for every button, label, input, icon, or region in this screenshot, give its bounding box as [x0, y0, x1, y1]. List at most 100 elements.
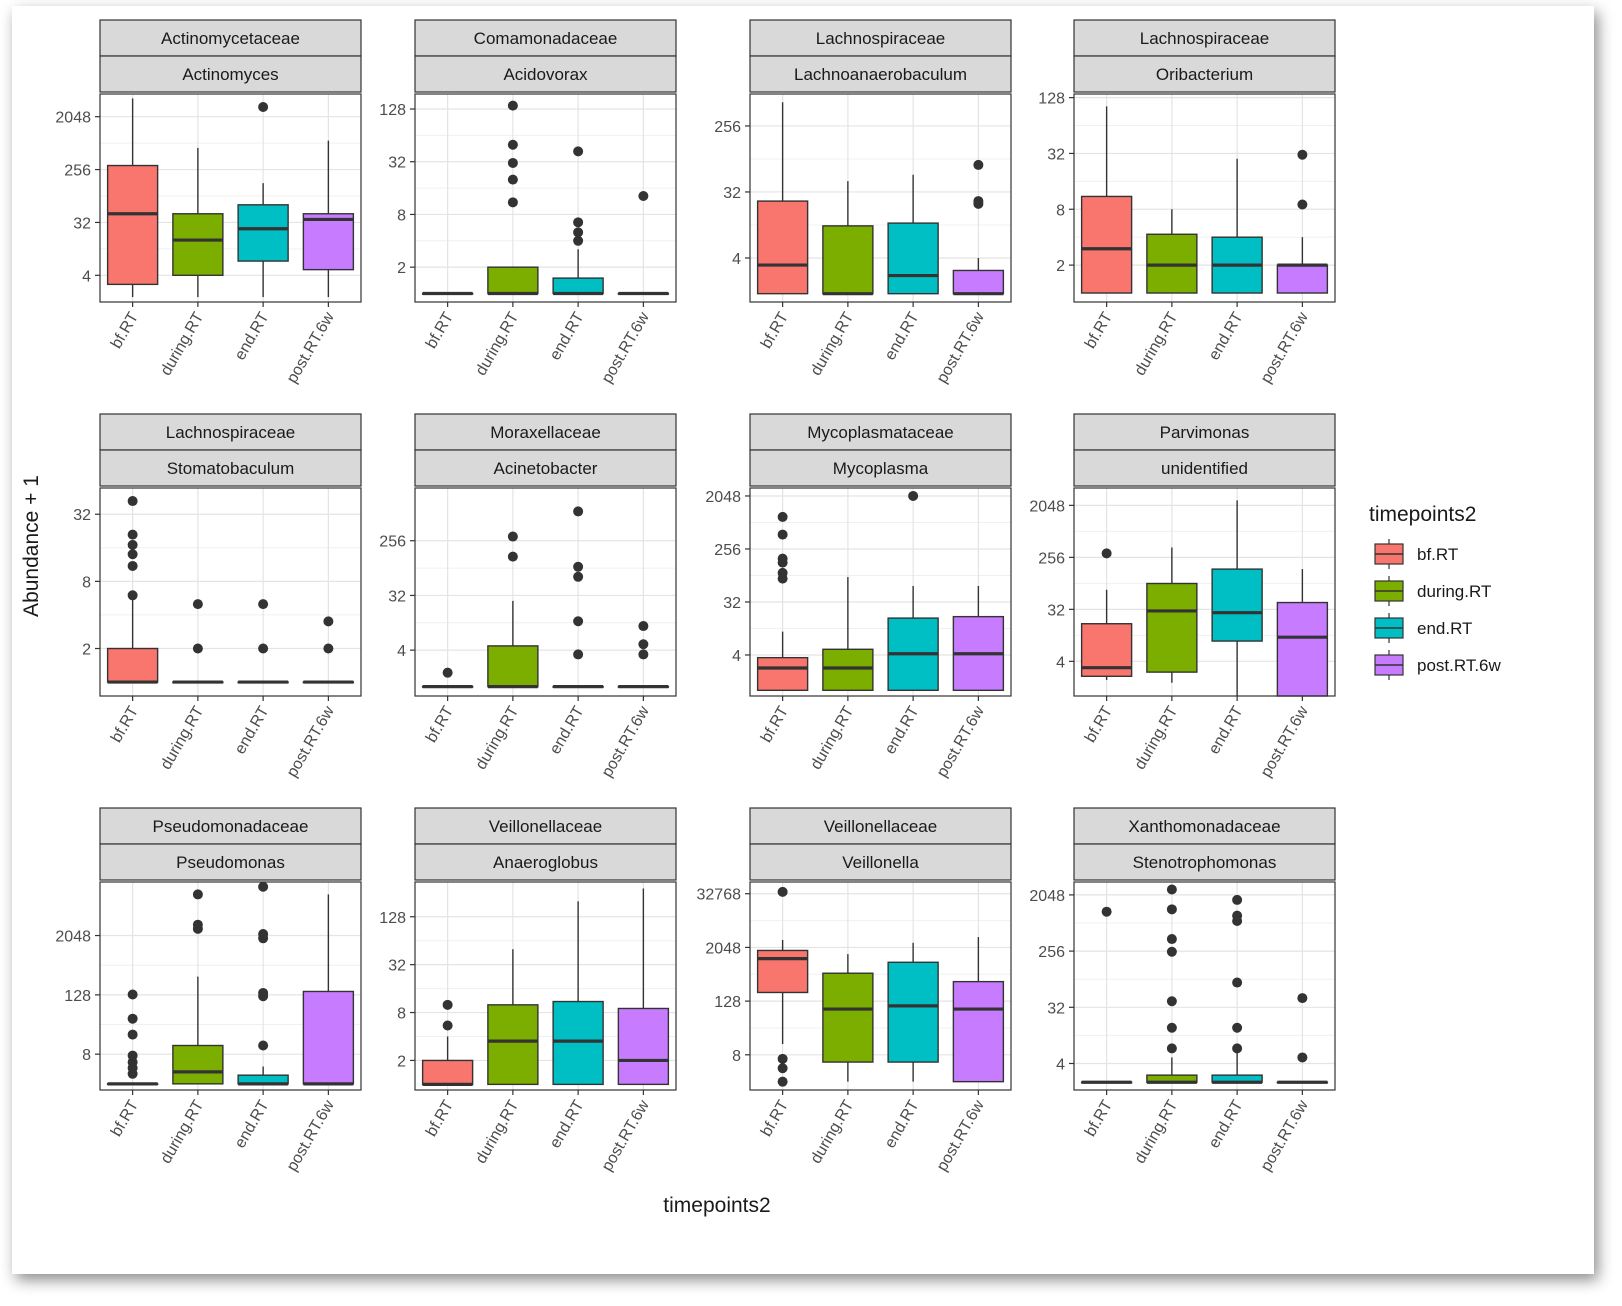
outlier-point — [258, 101, 269, 112]
facet-panel: Moraxellaceae Acinetobacter 4 32 256 bf.RT dur… — [379, 413, 677, 780]
y-axis-title: Abundance + 1 — [20, 475, 43, 617]
x-tick-label: end.RT — [547, 703, 588, 757]
strip-genus-label: Mycoplasma — [833, 459, 929, 478]
x-tick-label: bf.RT — [423, 309, 457, 351]
y-tick-label: 2 — [82, 642, 91, 659]
x-tick-label: during.RT — [158, 703, 208, 772]
y-tick-label: 2 — [397, 260, 406, 277]
outlier-point — [258, 643, 269, 654]
x-tick-label: end.RT — [547, 1097, 588, 1151]
outlier-point — [1297, 993, 1308, 1004]
strip-genus-label: Anaeroglobus — [493, 853, 598, 872]
strip-family-label: Lachnospiraceae — [1140, 29, 1269, 48]
strip-genus — [1073, 449, 1336, 487]
y-tick-label: 32 — [1047, 1000, 1065, 1017]
outlier-point — [777, 529, 788, 540]
x-tick-label: end.RT — [882, 309, 923, 363]
outlier-point — [442, 667, 453, 678]
box-end.RT — [887, 961, 939, 1063]
x-tick-label: bf.RT — [423, 1097, 457, 1139]
y-tick-label: 4 — [732, 251, 741, 268]
outlier-point — [507, 174, 518, 185]
x-tick-label: during.RT — [158, 1097, 208, 1166]
y-tick-label: 4 — [732, 648, 741, 665]
strip-genus — [414, 843, 677, 881]
y-tick-label: 32 — [723, 595, 741, 612]
outlier-point — [127, 1029, 138, 1040]
box-bf.RT — [756, 656, 809, 692]
strip-genus-label: Stenotrophomonas — [1133, 853, 1277, 872]
panel-background — [415, 488, 676, 696]
facet-panel: Veillonellaceae Anaeroglobus 2 8 32 128 bf.RT d… — [379, 807, 677, 1174]
x-tick-label: end.RT — [232, 703, 273, 757]
outlier-point — [1166, 1043, 1177, 1054]
strip-family — [1073, 413, 1336, 451]
facet-panel: Lachnospiraceae Stomatobaculum 2 8 32 bf.RT du… — [73, 413, 362, 780]
x-tick-label: end.RT — [1206, 309, 1247, 363]
outlier-point — [127, 539, 138, 550]
x-tick-label: end.RT — [882, 703, 923, 757]
x-tick-label: post.RT.6w — [284, 309, 338, 386]
x-tick-label: post.RT.6w — [1258, 309, 1312, 386]
panel-border — [749, 487, 1012, 697]
outlier-point — [1101, 906, 1112, 917]
facet-panel: Pseudomonadaceae Pseudomonas 8 128 2048 bf.RT… — [55, 807, 362, 1174]
panel-border — [99, 487, 362, 697]
box-bf.RT — [421, 1059, 474, 1086]
legend-label: post.RT.6w — [1417, 656, 1502, 675]
outlier-point — [127, 496, 138, 507]
facet-panel: Lachnospiraceae Oribacterium 2 8 32 128 bf.RT d… — [1038, 19, 1336, 386]
box-post.RT.6w — [617, 1007, 670, 1086]
outlier-point — [1101, 548, 1112, 559]
outlier-point — [638, 639, 649, 650]
outlier-point — [258, 881, 269, 892]
outlier-point — [192, 599, 203, 610]
outlier-point — [127, 549, 138, 560]
y-tick-label: 32 — [73, 215, 91, 232]
x-tick-label: during.RT — [1132, 1097, 1182, 1166]
y-tick-label: 4 — [397, 643, 406, 660]
y-tick-label: 8 — [397, 207, 406, 224]
outlier-point — [777, 567, 788, 578]
x-tick-label: post.RT.6w — [934, 309, 988, 386]
outlier-point — [507, 139, 518, 150]
box-post.RT.6w — [302, 990, 355, 1085]
x-tick-label: during.RT — [158, 309, 208, 378]
panel-border — [414, 487, 677, 697]
facet-panel: Lachnospiraceae Lachnoanaerobaculum 4 32 256… — [714, 19, 1012, 386]
box-post.RT.6w — [952, 980, 1005, 1083]
strip-family-label: Veillonellaceae — [489, 817, 602, 836]
strip-family-label: Comamonadaceae — [474, 29, 618, 48]
outlier-point — [1166, 904, 1177, 915]
legend: timepoints2 bf.RT during.RT end.RT post.RT.6… — [1369, 503, 1502, 680]
strip-genus-label: Oribacterium — [1156, 65, 1253, 84]
y-tick-label: 2048 — [1029, 888, 1065, 905]
outlier-point — [1166, 996, 1177, 1007]
outlier-point — [258, 1040, 269, 1051]
x-tick-label: post.RT.6w — [934, 1097, 988, 1174]
y-tick-label: 32 — [388, 155, 406, 172]
box-during.RT — [172, 1044, 224, 1085]
box-bf.RT — [106, 647, 159, 683]
panel-background — [415, 94, 676, 302]
facet-panel: Veillonellaceae Veillonella 8 128 2048 32768 b… — [697, 807, 1012, 1174]
strip-genus — [749, 449, 1012, 487]
box-during.RT — [172, 213, 224, 277]
box-post.RT.6w — [302, 213, 355, 271]
facet-panel: Parvimonas unidentified 4 32 256 2048 bf.RT dur… — [1029, 413, 1336, 780]
panel-border — [1073, 881, 1336, 1091]
outlier-point — [507, 551, 518, 562]
panel-border — [99, 93, 362, 303]
x-tick-label: post.RT.6w — [1258, 703, 1312, 780]
outlier-point — [192, 919, 203, 930]
y-tick-label: 256 — [1038, 550, 1065, 567]
box-bf.RT — [1080, 195, 1133, 294]
strip-family — [1073, 19, 1336, 57]
y-tick-label: 2048 — [55, 929, 91, 946]
box-during.RT — [822, 648, 874, 692]
x-tick-label: bf.RT — [758, 1097, 792, 1139]
x-tick-label: during.RT — [473, 309, 523, 378]
outlier-point — [777, 886, 788, 897]
x-tick-label: bf.RT — [423, 703, 457, 745]
y-tick-label: 32 — [388, 588, 406, 605]
